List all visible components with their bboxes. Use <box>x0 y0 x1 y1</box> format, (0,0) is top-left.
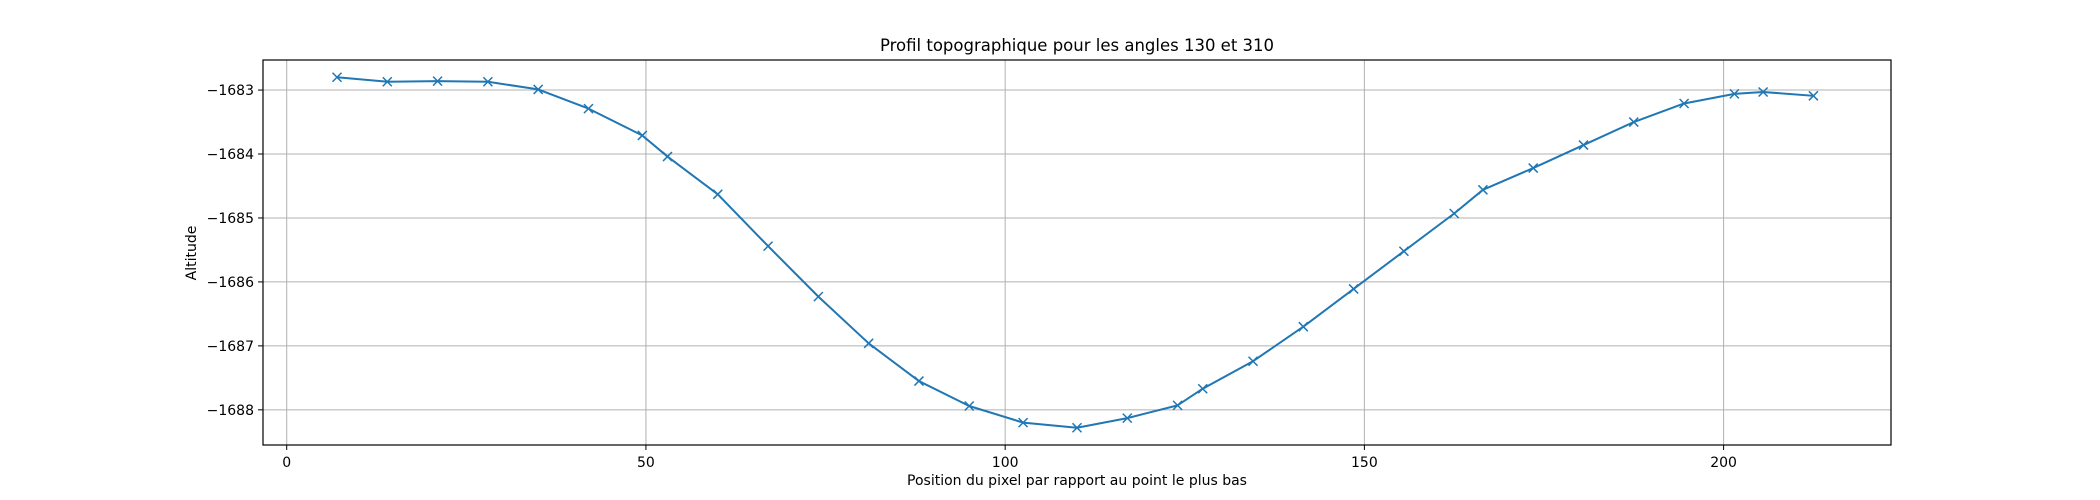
data-point-marker <box>763 241 774 252</box>
data-point-marker <box>1197 383 1208 394</box>
data-point-marker <box>1808 90 1819 101</box>
data-point-marker <box>1528 163 1539 174</box>
data-point-marker <box>964 400 975 412</box>
data-point-marker <box>583 103 594 114</box>
data-point-marker <box>1578 140 1589 151</box>
data-point-marker <box>1679 98 1690 109</box>
data-point-marker <box>1298 321 1309 332</box>
x-tick-label: 0 <box>282 455 291 471</box>
data-point-marker <box>1477 184 1488 195</box>
data-point-marker <box>1729 88 1740 99</box>
y-tick-label: −1688 <box>207 403 254 419</box>
y-tick-label: −1687 <box>207 339 254 355</box>
data-point-marker <box>1247 356 1259 367</box>
data-point-marker <box>1628 117 1639 128</box>
y-tick-label: −1684 <box>207 147 254 163</box>
data-point-marker <box>331 72 343 83</box>
data-point-marker <box>432 76 443 87</box>
grid-lines <box>263 60 1891 445</box>
y-axis-label: Altitude <box>184 226 200 281</box>
plot-area <box>262 59 1892 446</box>
data-point-marker <box>662 151 673 162</box>
data-point-marker <box>1398 246 1409 257</box>
series-layer <box>331 72 1819 433</box>
data-point-marker <box>1758 86 1769 98</box>
data-point-marker <box>637 130 648 141</box>
y-tick-label: −1683 <box>207 83 254 99</box>
data-point-marker <box>712 189 723 200</box>
data-point-marker <box>1449 208 1460 219</box>
y-tick-label: −1685 <box>207 211 254 227</box>
data-point-marker <box>1018 417 1029 428</box>
data-point-marker <box>1348 283 1359 294</box>
data-point-marker <box>533 84 544 95</box>
x-tick-label: 200 <box>1710 455 1737 471</box>
data-point-marker <box>1172 400 1183 411</box>
data-point-marker <box>913 376 924 387</box>
data-point-marker <box>1071 422 1083 433</box>
data-point-marker <box>863 338 874 349</box>
data-point-marker <box>482 76 493 87</box>
data-point-marker <box>382 76 393 87</box>
chart-title: Profil topographique pour les angles 130… <box>880 36 1274 55</box>
data-point-marker <box>813 291 824 302</box>
x-tick-label: 100 <box>992 455 1019 471</box>
data-point-marker <box>1122 413 1133 424</box>
x-tick-label: 150 <box>1351 455 1378 471</box>
x-tick-label: 50 <box>637 455 655 471</box>
y-tick-label: −1686 <box>207 275 254 291</box>
series-line <box>336 76 1814 429</box>
axis-ticks: 0 50 100 150 200 −1683 −1684 −1685 −1686 −1687 −16… <box>207 83 1737 471</box>
x-axis-label: Position du pixel par rapport au point l… <box>907 473 1247 489</box>
